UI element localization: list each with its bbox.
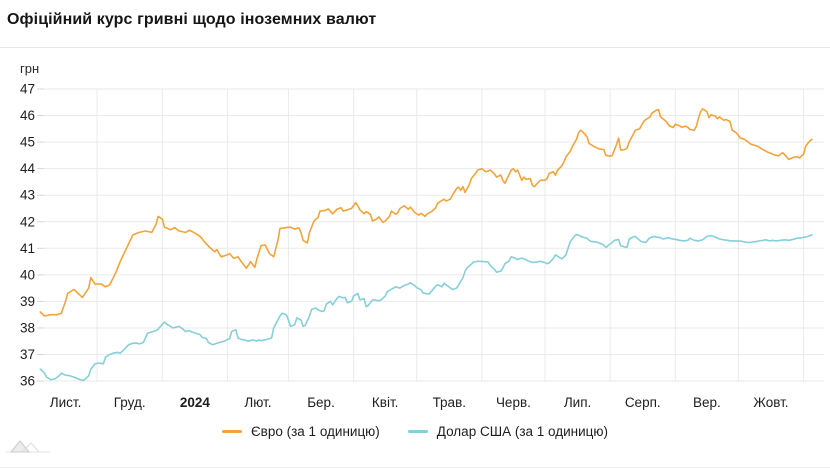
y-tick-label: 36 [20, 374, 35, 389]
y-tick-label: 44 [20, 161, 36, 176]
page-title: Офіційний курс гривні щодо іноземних вал… [7, 11, 377, 28]
x-tick-label: Лип. [564, 395, 591, 410]
x-tick-label: Бер. [307, 395, 335, 410]
x-tick-label: Лют. [244, 395, 271, 410]
y-tick-label: 41 [20, 241, 35, 256]
y-tick-label: 38 [20, 320, 35, 335]
brand-watermark-icon [6, 440, 50, 453]
x-tick-label: Груд. [114, 395, 146, 410]
bottom-divider [0, 467, 830, 468]
y-axis-unit-label: грн [20, 61, 40, 76]
legend-item-usd[interactable]: Долар США (за 1 одиницю) [407, 423, 609, 439]
x-tick-label: Серп. [625, 395, 661, 410]
x-tick-label: Трав. [433, 395, 466, 410]
legend-item-euro[interactable]: Євро (за 1 одиницю) [221, 423, 380, 439]
x-tick-label: 2024 [180, 395, 211, 410]
y-tick-label: 37 [20, 347, 35, 362]
chart-legend: Євро (за 1 одиницю) Долар США (за 1 один… [0, 421, 830, 441]
y-tick-label: 39 [20, 294, 35, 309]
y-tick-label: 46 [20, 108, 35, 123]
euro-rate-line [39, 108, 813, 317]
y-tick-label: 40 [20, 267, 35, 282]
legend-label-euro: Євро (за 1 одиницю) [250, 423, 380, 439]
y-tick-label: 43 [20, 188, 35, 203]
x-tick-label: Квіт. [372, 395, 398, 410]
title-divider [0, 47, 830, 48]
usd-line-swatch [407, 429, 428, 433]
y-tick-label: 42 [20, 214, 35, 229]
y-tick-label: 47 [20, 82, 35, 97]
usd-rate-line [39, 233, 813, 382]
legend-label-usd: Долар США (за 1 одиницю) [436, 423, 609, 439]
x-tick-label: Жовт. [753, 395, 788, 410]
x-tick-label: Вер. [693, 395, 721, 410]
y-tick-label: 45 [20, 135, 35, 150]
euro-line-swatch [221, 429, 242, 433]
x-tick-label: Черв. [496, 395, 531, 410]
x-tick-label: Лист. [50, 395, 82, 410]
